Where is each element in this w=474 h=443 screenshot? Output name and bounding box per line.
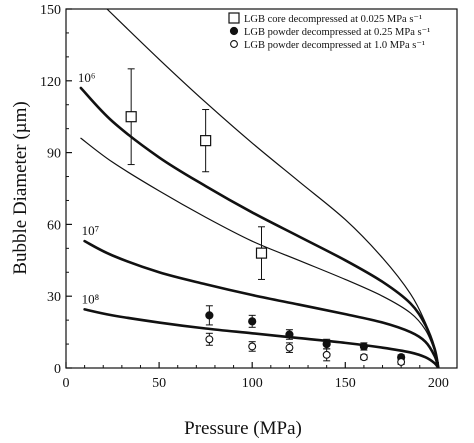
error-bars [127, 68, 405, 365]
legend-label-2: LGB powder decompressed at 1.0 MPa s⁻¹ [244, 40, 425, 51]
y-tick-label-1: 30 [47, 290, 61, 305]
data-point-2-1 [248, 342, 257, 351]
data-point-0-2 [255, 247, 268, 259]
y-tick-label-0: 0 [54, 362, 61, 377]
x-tick-label-2: 100 [242, 376, 263, 391]
curve-label-0: 10⁶ [78, 70, 96, 85]
legend: LGB core decompressed at 0.025 MPa s⁻¹ LG… [228, 12, 430, 51]
data-point-0-0 [125, 111, 137, 123]
data-points [125, 111, 406, 366]
data-point-2-0 [205, 335, 214, 344]
legend-label-1: LGB powder decompressed at 0.25 MPa s⁻¹ [244, 27, 430, 38]
y-tick-label-3: 90 [47, 147, 61, 162]
curve-label-2: 10⁸ [82, 291, 100, 306]
legend-marker-2 [230, 40, 238, 48]
data-point-1-1 [248, 317, 257, 326]
data-point-1-4 [359, 342, 369, 351]
data-point-2-4 [359, 353, 368, 362]
data-point-2-2 [285, 343, 294, 352]
y-axis-title: Bubble Diameter (µm) [10, 101, 31, 274]
axis-ticks: 0 50 100 150 200 0 30 60 90 120 150 [40, 3, 449, 391]
data-point-0-1 [200, 135, 212, 147]
model-curves [79, 9, 440, 368]
model-curve-4 [83, 308, 440, 368]
x-axis-title: Pressure (MPa) [184, 418, 302, 439]
model-curve-2 [80, 137, 439, 368]
y-tick-label-5: 150 [40, 3, 61, 18]
curve-labels: 10⁶ 10⁷ 10⁸ [78, 70, 100, 306]
data-point-2-5 [397, 358, 406, 366]
x-tick-label-1: 50 [152, 376, 166, 391]
plot-frame [65, 8, 458, 369]
y-tick-label-2: 60 [47, 218, 61, 233]
model-curve-0 [106, 9, 439, 368]
data-point-2-3 [322, 350, 331, 359]
y-tick-label-4: 120 [40, 75, 61, 90]
legend-marker-0 [228, 12, 240, 24]
legend-label-0: LGB core decompressed at 0.025 MPa s⁻¹ [244, 14, 422, 25]
model-curve-3 [83, 239, 440, 368]
x-tick-label-4: 200 [428, 376, 449, 391]
data-point-1-2 [285, 330, 294, 339]
data-point-1-0 [205, 311, 214, 320]
legend-marker-1 [229, 26, 239, 36]
curve-label-1: 10⁷ [82, 223, 100, 238]
data-point-1-3 [322, 339, 331, 349]
x-tick-label-0: 0 [63, 376, 70, 391]
x-tick-label-3: 150 [335, 376, 356, 391]
model-curve-1 [79, 86, 440, 368]
